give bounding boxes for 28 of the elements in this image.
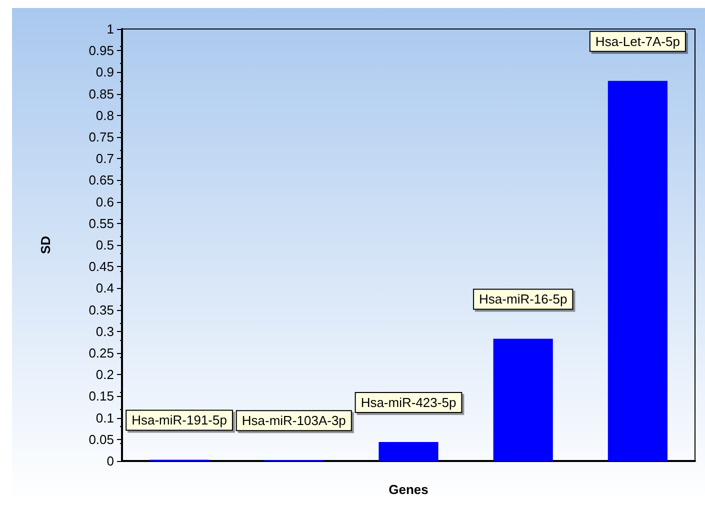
y-tick-label: 0.5 (96, 238, 114, 252)
y-tick-label: 0.2 (96, 367, 114, 382)
x-tick-label: Hsa-miR-423-5p (360, 394, 456, 410)
y-tick-label: 0.25 (88, 346, 114, 360)
y-tick-label: 0.4 (96, 280, 114, 296)
x-tick-label: Hsa-miR-103A-3p (242, 413, 346, 428)
y-tick-label: 0.6 (96, 194, 114, 210)
y-tick-label: 0.15 (88, 388, 114, 404)
y-tick-label: 0.35 (88, 302, 114, 318)
y-tick-label: 0.8 (96, 108, 114, 123)
y-tick-label: 0 (106, 454, 114, 468)
y-tick-label: 0.55 (88, 216, 114, 231)
y-tick-label: 0.7 (96, 151, 114, 166)
y-tick-label: 0.95 (88, 43, 114, 58)
y-tick-label: 0.75 (88, 130, 114, 144)
y-tick-label: 0.1 (96, 410, 114, 426)
x-tick-label: Hsa-miR-16-5p (479, 292, 568, 307)
x-axis-title: Genes (388, 482, 428, 497)
y-axis-title: SD (38, 236, 53, 254)
y-tick-label: 0.45 (88, 259, 114, 274)
y-tick-label: 0.85 (88, 86, 114, 102)
x-tick-label: Hsa-miR-191-5p (132, 412, 227, 428)
y-tick-label: 0.05 (88, 432, 114, 447)
y-tick-label: 0.3 (96, 324, 114, 339)
x-tick-label: Hsa-Let-7A-5p (595, 34, 680, 49)
y-tick-label: 0.65 (88, 172, 114, 188)
y-tick-label: 1 (106, 22, 114, 36)
y-tick-label: 0.9 (96, 64, 114, 80)
